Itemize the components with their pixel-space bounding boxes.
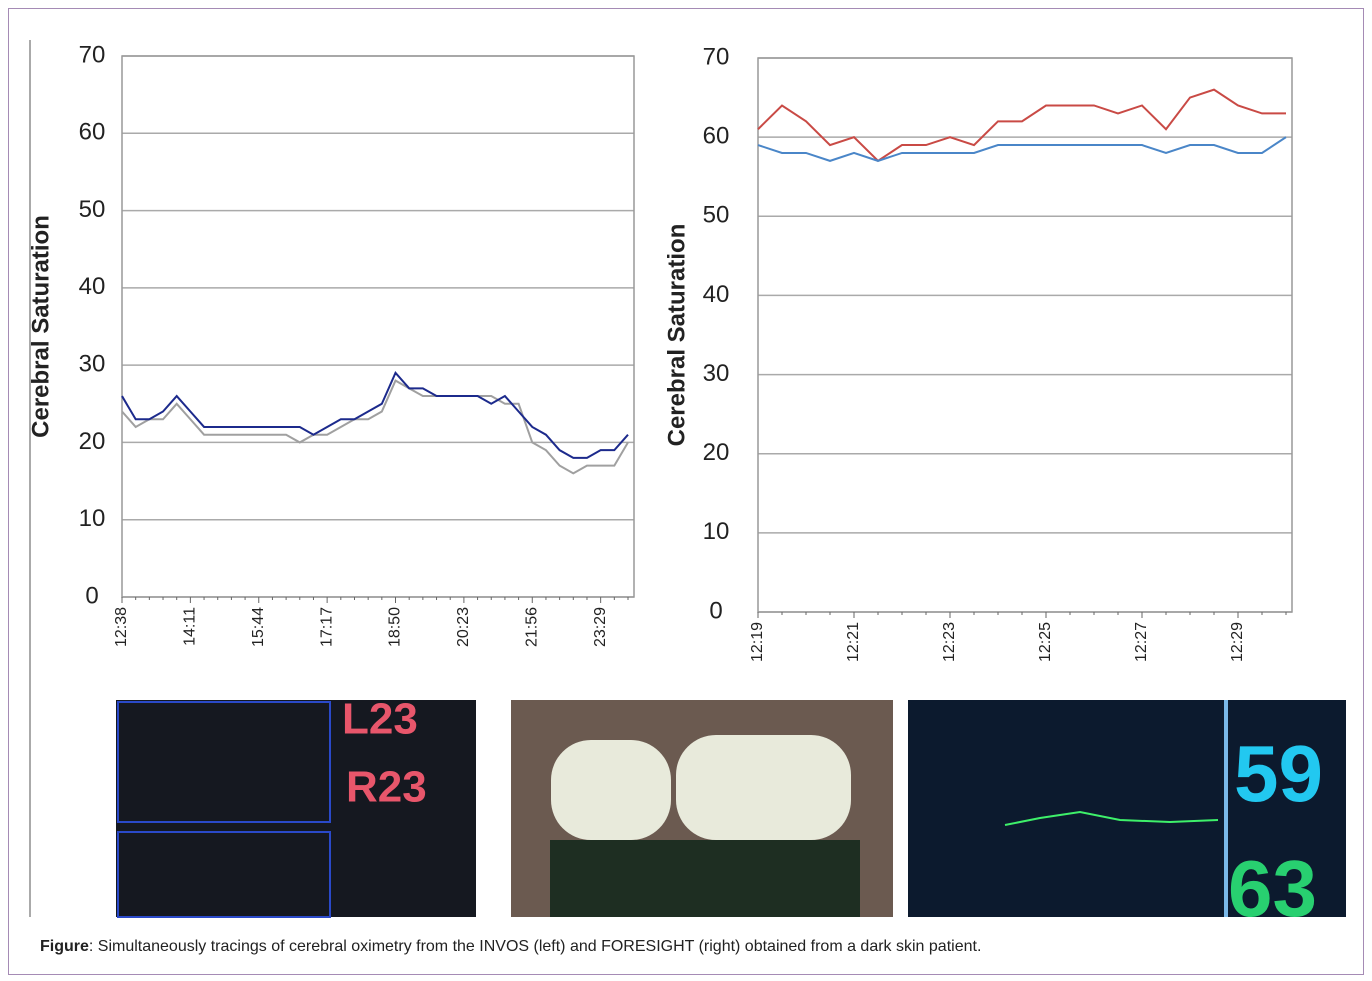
- x-tick-label: 21:56: [523, 607, 540, 647]
- series-line: [757, 136, 1287, 162]
- photo-detail: [1224, 700, 1228, 917]
- x-tick-label: 17:17: [318, 607, 335, 647]
- y-tick-label: 10: [703, 518, 730, 545]
- y-tick-label: 30: [79, 350, 106, 377]
- photo-detail: [1004, 810, 1219, 826]
- y-tick-label: 50: [703, 202, 730, 229]
- y-tick-label: 10: [79, 505, 106, 532]
- y-tick-label: 40: [703, 281, 730, 308]
- photo-text: 59: [1234, 729, 1323, 818]
- x-tick-label: 15:44: [250, 607, 267, 647]
- y-tick-label: 60: [79, 119, 106, 146]
- series-line: [121, 379, 629, 475]
- x-tick-label: 12:19: [749, 622, 766, 662]
- x-tick-label: 20:23: [455, 607, 472, 647]
- photo-detail: [551, 740, 671, 840]
- y-axis-label: Cerebral Saturation: [663, 224, 690, 447]
- photo-detail: [117, 701, 331, 823]
- y-tick-label: 30: [703, 360, 730, 387]
- photo-detail: [676, 735, 851, 840]
- photo-foresight: [908, 700, 1346, 917]
- plot-frame: [121, 55, 635, 598]
- frame: [8, 8, 1364, 975]
- y-tick-label: 20: [79, 428, 106, 455]
- x-tick-label: 12:38: [113, 607, 130, 647]
- x-tick-label: 12:27: [1133, 622, 1150, 662]
- y-tick-label: 60: [703, 122, 730, 149]
- caption-text: : Simultaneously tracings of cerebral ox…: [88, 938, 982, 955]
- photo-text: L23: [342, 695, 418, 744]
- photo-invos: [116, 700, 476, 917]
- x-tick-label: 12:29: [1229, 622, 1246, 662]
- y-tick-label: 70: [79, 41, 106, 68]
- y-tick-label: 50: [79, 196, 106, 223]
- photo-detail: [550, 840, 860, 917]
- plot-frame: [757, 57, 1293, 613]
- y-tick-label: 20: [703, 439, 730, 466]
- x-tick-label: 12:23: [941, 622, 958, 662]
- y-axis-label: Cerebral Saturation: [27, 215, 54, 438]
- x-tick-label: 14:11: [182, 607, 199, 646]
- photo-text: 63: [1228, 844, 1317, 933]
- x-tick-label: 12:25: [1037, 622, 1054, 662]
- photo-detail: [117, 831, 331, 918]
- y-tick-label: 70: [703, 43, 730, 70]
- photo-text: R23: [346, 763, 427, 812]
- caption-label: Figure: [40, 938, 89, 955]
- y-tick-label: 0: [85, 582, 98, 609]
- x-tick-label: 12:21: [845, 622, 862, 662]
- y-tick-label: 40: [79, 273, 106, 300]
- x-tick-label: 23:29: [592, 607, 609, 647]
- y-tick-label: 0: [709, 597, 722, 624]
- caption: Figure: Simultaneously tracings of cereb…: [40, 938, 981, 956]
- series-line: [121, 371, 629, 459]
- x-tick-label: 18:50: [387, 607, 404, 647]
- series-line: [757, 88, 1286, 163]
